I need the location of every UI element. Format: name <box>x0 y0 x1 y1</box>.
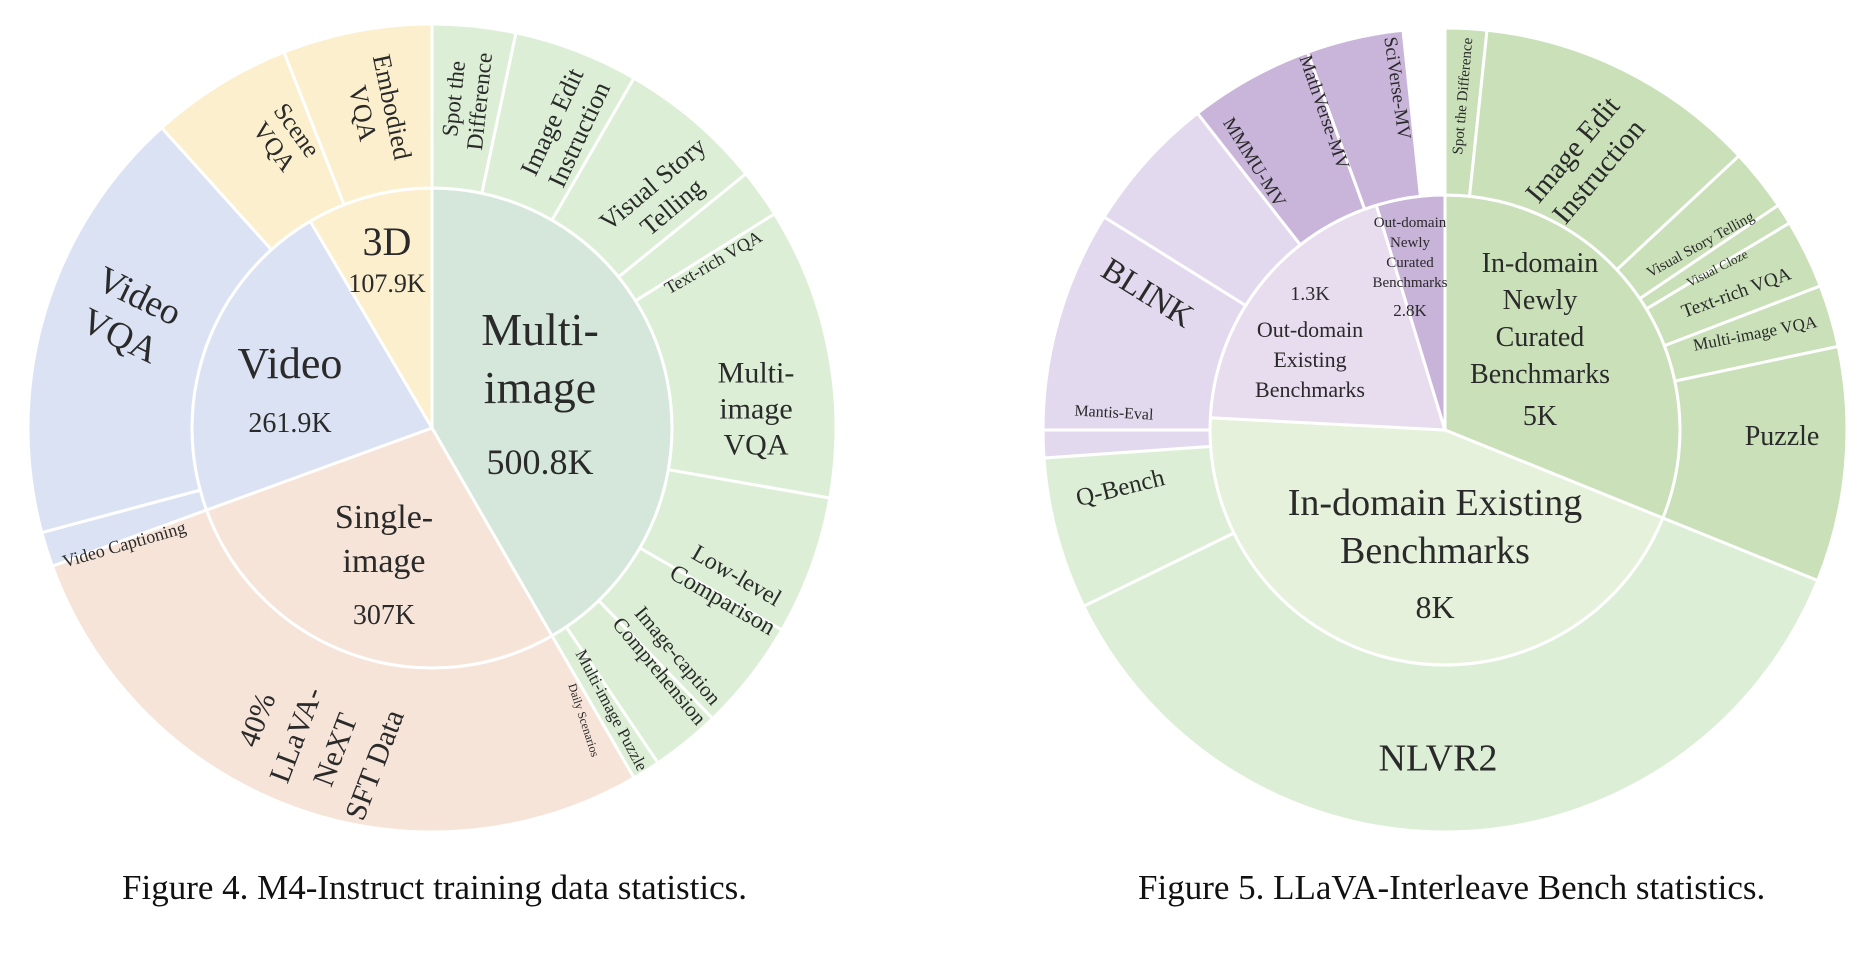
inner-label-multi: Multi-image <box>481 304 599 413</box>
inner-value-video: 261.9K <box>248 408 331 439</box>
inner-label-video: Video <box>238 339 343 388</box>
inner-value-in_new: 5K <box>1523 401 1557 432</box>
outer-slice-embodied-vqa <box>281 22 434 207</box>
outer-slice-video-vqa <box>26 125 274 535</box>
inner-label-out_new: Out-domain Newly Curated Benchmarks <box>1373 215 1448 291</box>
sunburst-chart-4: Multi-image 500.8K Single-image 307K Video 26… <box>26 22 838 834</box>
inner-value-single: 307K <box>353 600 415 631</box>
inner-value-multi: 500.8K <box>487 442 594 482</box>
inner-value-3d: 107.9K <box>348 269 426 298</box>
sunburst-chart-5: In-domain Newly Curated Benchmarks 5K In-doma… <box>1041 26 1849 834</box>
figure-5-caption: Figure 5. LLaVA-Interleave Bench statist… <box>1138 868 1766 907</box>
outer-label-puzzle: Puzzle <box>1745 421 1820 452</box>
figure-4: Multi-image 500.8K Single-image 307K Video 26… <box>0 0 900 957</box>
inner-value-out_new: 2.8K <box>1393 301 1427 320</box>
inner-label-3d: 3D <box>363 219 412 264</box>
inner-label-in_new: In-domain Newly Curated Benchmarks <box>1470 248 1610 390</box>
outer-slice-sciverse-mv <box>1305 28 1423 212</box>
inner-label-single: Single-image <box>335 499 433 580</box>
figure-4-caption: Figure 4. M4-Instruct training data stat… <box>122 868 748 907</box>
inner-value-out_exist: 1.3K <box>1290 283 1330 305</box>
outer-label-mantis-eval: Mantis-Eval <box>1074 403 1154 424</box>
outer-label-nlvr2: NLVR2 <box>1379 737 1498 779</box>
outer-slice-nlvr2 <box>1081 516 1820 834</box>
inner-label-out_exist: Out-domain Existing Benchmarks <box>1255 317 1365 402</box>
inner-value-in_exist: 8K <box>1415 589 1454 625</box>
figure-5: In-domain Newly Curated Benchmarks 5K In-doma… <box>1010 0 1872 957</box>
outer-slice-40-llava-next-sft-data <box>50 508 637 834</box>
outer-label-spot-the-difference: Spot theDifference <box>436 49 497 152</box>
outer-label-multi-image-vqa: Multi-image VQA <box>718 357 795 462</box>
inner-label-in_exist: In-domain Existing Benchmarks <box>1288 482 1582 572</box>
